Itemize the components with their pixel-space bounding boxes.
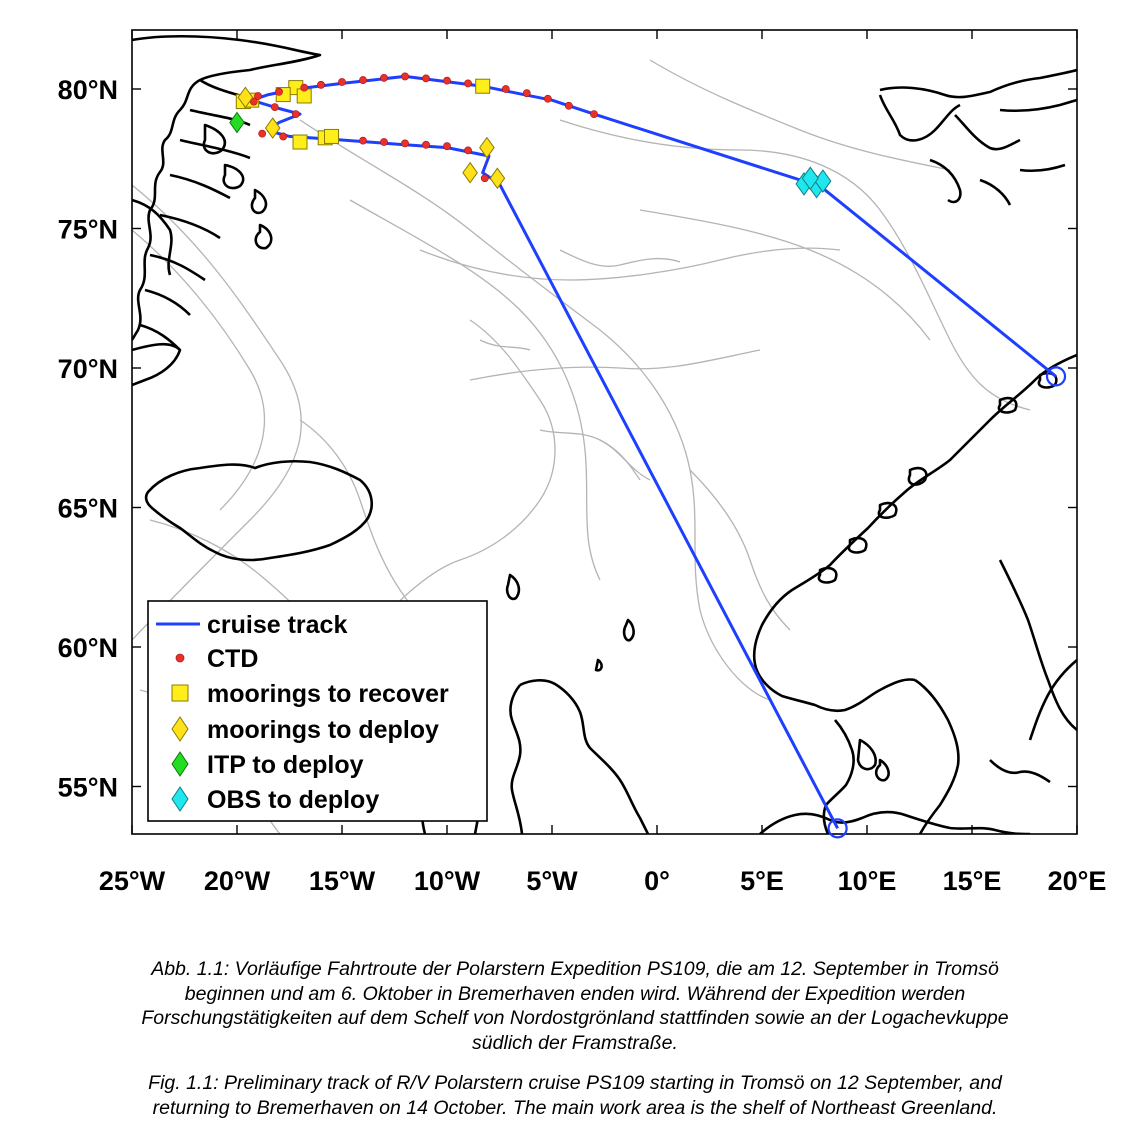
ctd-station-marker [480, 174, 489, 183]
legend-itp-swatch [171, 751, 189, 777]
legend-ctd-label: CTD [207, 645, 258, 673]
scotland-coast [509, 679, 650, 834]
legend-obs-swatch [171, 786, 189, 812]
legend-box [147, 600, 488, 822]
caption-line: Fig. 1.1: Preliminary track of R/V Polar… [148, 1072, 1002, 1094]
germany-coast [759, 810, 1031, 834]
x-tick-label: 15°W [309, 866, 376, 896]
legend-deploy-swatch [171, 716, 189, 742]
x-tick-label: 15°E [943, 866, 1002, 896]
y-tick-label: 60°N [58, 633, 118, 663]
caption-line: südlich der Framstraße. [472, 1031, 678, 1054]
markers-layer [229, 72, 832, 199]
tromso-start-marker [1045, 366, 1067, 387]
ctd-station-marker [401, 72, 409, 81]
ctd-station-marker [300, 83, 309, 92]
mooring-recover-marker [292, 134, 308, 150]
legend-track-label: cruise track [207, 611, 347, 639]
legend-itp-label: ITP to deploy [207, 751, 364, 779]
y-tick-label: 55°N [58, 773, 118, 803]
ctd-station-marker [317, 80, 325, 89]
faroe-islands [505, 573, 521, 601]
shetland-islands [594, 618, 635, 672]
mooring-deploy-marker [264, 117, 281, 139]
legend-deploy-label: moorings to deploy [207, 716, 439, 744]
ctd-station-marker [422, 74, 430, 83]
norway-coast [752, 353, 1077, 713]
legend: cruise track CTD moorings to recover moo… [147, 600, 488, 822]
mooring-deploy-marker [489, 167, 506, 190]
map-figure: 25°W 20°W 15°W 10°W 5°W 0° 5°E 10°E 15°E 20°E 80°… [58, 29, 1107, 896]
ctd-station-marker [443, 76, 451, 85]
caption-line: Abb. 1.1: Vorläufige Fahrtroute der Pola… [151, 958, 999, 980]
mooring-deploy-marker [462, 161, 478, 184]
y-tick-label: 75°N [58, 215, 118, 245]
greenland-coast [132, 34, 322, 341]
ctd-station-marker [338, 78, 346, 86]
ctd-station-marker [590, 110, 598, 119]
caption-line: beginnen und am 6. Oktober in Bremerhave… [184, 982, 966, 1005]
axes-frame [131, 29, 1078, 835]
ctd-station-marker [501, 85, 510, 93]
bremerhaven-end-marker [827, 818, 848, 839]
ctd-station-marker [380, 73, 388, 82]
denmark-coast [822, 719, 890, 834]
ctd-station-marker [422, 140, 430, 149]
ctd-station-marker [359, 76, 367, 84]
ctd-station-marker [254, 92, 262, 100]
greenland-islands [132, 123, 273, 276]
obs-deploy-marker [801, 166, 819, 191]
x-tick-label: 10°W [414, 866, 481, 896]
legend-recover-swatch [171, 684, 189, 702]
ctd-station-marker [380, 138, 388, 146]
y-tick-label: 65°N [58, 494, 118, 524]
caption-line: Forschungstätigkeiten auf dem Schelf von… [141, 1007, 1009, 1029]
mooring-deploy-marker [237, 86, 254, 109]
ctd-station-marker [258, 129, 267, 138]
legend-obs-label: OBS to deploy [207, 786, 379, 814]
itp-deploy-marker [229, 111, 245, 134]
ctd-station-marker [564, 101, 573, 110]
caption-english: Fig. 1.1: Preliminary track of R/V Polar… [30, 1071, 1120, 1120]
mooring-recover-marker [475, 78, 491, 94]
mooring-recover-marker [324, 128, 339, 144]
greenland-fjords [139, 78, 256, 351]
mooring-deploy-marker [479, 136, 495, 159]
ctd-station-marker [401, 139, 409, 148]
x-tick-label: 0° [644, 866, 670, 896]
ctd-station-marker [279, 132, 288, 141]
x-axis: 25°W 20°W 15°W 10°W 5°W 0° 5°E 10°E 15°E 20°E [99, 30, 1107, 896]
ctd-station-marker [359, 136, 367, 145]
y-tick-label: 80°N [58, 75, 118, 105]
legend-recover-label: moorings to recover [207, 680, 449, 708]
ctd-station-marker [543, 94, 552, 103]
svalbard-coast [878, 68, 1077, 206]
y-tick-label: 70°N [58, 354, 118, 384]
ctd-station-marker [464, 79, 472, 88]
ctd-station-marker [464, 146, 472, 155]
x-tick-label: 20°W [204, 866, 271, 896]
legend-ctd-swatch [175, 653, 185, 663]
ctd-station-marker [270, 103, 279, 112]
sweden-coast [914, 559, 1077, 834]
x-tick-label: 10°E [838, 866, 897, 896]
ctd-station-marker [291, 110, 300, 119]
x-tick-label: 5°W [526, 866, 578, 896]
ctd-station-marker [275, 87, 283, 96]
x-tick-label: 25°W [99, 866, 166, 896]
iceland-coast [144, 459, 374, 562]
caption-german: Abb. 1.1: Vorläufige Fahrtroute der Pola… [30, 957, 1120, 1055]
ctd-station-marker [443, 142, 451, 151]
ctd-station-marker [522, 89, 531, 98]
norway-islands [817, 371, 1058, 584]
x-tick-label: 20°E [1048, 866, 1107, 896]
caption-line: returning to Bremerhaven on 14 October. … [152, 1096, 998, 1119]
y-axis: 80°N 75°N 70°N 65°N 60°N 55°N [58, 75, 1077, 803]
baltic-coast [989, 659, 1077, 784]
x-tick-label: 5°E [740, 866, 784, 896]
